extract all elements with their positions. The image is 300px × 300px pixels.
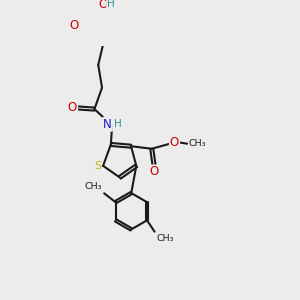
Text: S: S xyxy=(94,161,101,171)
Text: N: N xyxy=(103,118,112,131)
Text: O: O xyxy=(150,166,159,178)
Text: CH₃: CH₃ xyxy=(85,182,102,191)
Text: CH₃: CH₃ xyxy=(189,139,206,148)
Text: O: O xyxy=(68,101,77,114)
Text: H: H xyxy=(107,0,115,9)
Text: O: O xyxy=(98,0,107,11)
Text: O: O xyxy=(170,136,179,149)
Text: O: O xyxy=(69,19,78,32)
Text: CH₃: CH₃ xyxy=(157,234,174,243)
Text: H: H xyxy=(114,119,122,129)
